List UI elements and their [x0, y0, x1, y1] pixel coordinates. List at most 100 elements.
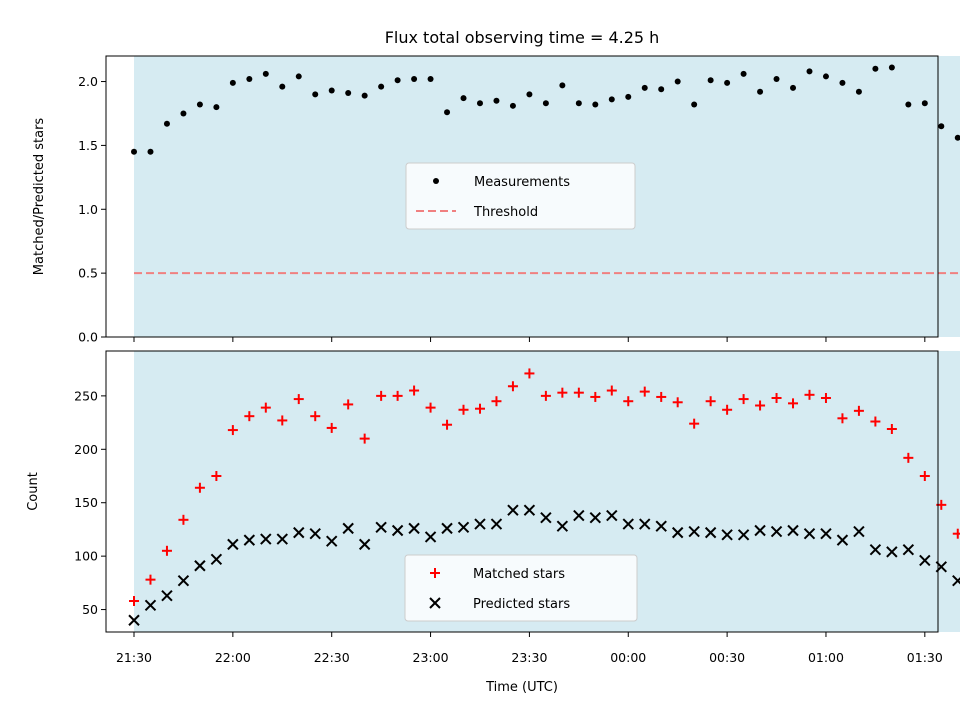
top-subplot: 0.0 0.5 1.0 1.5 2.0 Flux total observing tim…	[32, 28, 960, 345]
predicted-stars-point	[161, 589, 173, 602]
matched-stars-point	[672, 397, 683, 408]
x-stroke	[523, 504, 536, 516]
x-tick-label: 00:30	[709, 650, 745, 665]
bottom-legend: Matched stars Predicted stars	[404, 554, 638, 622]
y-tick-label: 1.0	[78, 202, 98, 217]
predicted-stars-point	[128, 614, 140, 626]
predicted-stars-point	[144, 599, 157, 611]
x-stroke	[309, 527, 321, 540]
matched-stars-point	[227, 425, 238, 436]
x-stroke	[737, 529, 750, 541]
matched-stars-point	[903, 452, 914, 463]
measurement-point	[328, 87, 335, 94]
predicted-stars-point	[902, 544, 915, 556]
measurement-point	[641, 84, 648, 91]
x-stroke	[820, 527, 832, 540]
matched-stars-point	[194, 482, 205, 493]
x-stroke	[573, 509, 585, 522]
x-stroke	[589, 511, 602, 524]
measurement-point	[246, 75, 253, 82]
predicted-stars-point	[556, 520, 569, 532]
y-tick-label: 100	[74, 549, 98, 564]
predicted-stars-point	[342, 522, 354, 535]
predicted-stars-point	[589, 511, 602, 524]
matched-stars-points	[129, 368, 960, 607]
predicted-stars-point	[358, 538, 371, 551]
x-stroke	[177, 575, 190, 587]
measurement-point	[625, 93, 632, 100]
predicted-stars-point	[507, 504, 519, 516]
predicted-stars-point	[754, 524, 766, 537]
measurement-point	[938, 123, 945, 130]
measurement-point	[658, 86, 665, 93]
matched-stars-point	[722, 404, 733, 415]
top-y-ticks: 0.0 0.5 1.0 1.5 2.0	[78, 74, 106, 345]
x-stroke	[490, 518, 503, 530]
matched-stars-point	[540, 390, 551, 401]
predicted-stars-point	[424, 531, 437, 543]
threshold-legend-label: Threshold	[473, 205, 538, 220]
measurement-point	[888, 64, 895, 71]
x-stroke	[326, 535, 338, 547]
matched-stars-point	[178, 514, 189, 525]
predicted-stars-point	[474, 518, 486, 530]
predicted-stars-point	[704, 526, 717, 539]
predicted-stars-point	[391, 524, 404, 537]
measurement-point	[147, 148, 154, 155]
x-stroke	[441, 522, 453, 535]
measurement-point	[724, 79, 731, 86]
x-tick-label: 23:00	[413, 650, 449, 665]
x-stroke	[227, 538, 239, 551]
x-tick-label: 22:30	[314, 650, 350, 665]
predicted-stars-point	[490, 518, 503, 530]
matched-stars-point	[491, 396, 502, 407]
measurement-point	[542, 100, 549, 107]
matched-stars-point	[590, 391, 601, 402]
x-stroke	[952, 577, 960, 587]
measurement-point	[559, 82, 566, 89]
predicted-stars-point	[787, 524, 799, 537]
x-stroke	[770, 525, 783, 538]
matched-stars-point	[524, 368, 535, 379]
measurement-point	[131, 148, 138, 155]
matched-stars-point	[293, 394, 304, 405]
x-axis-label: Time (UTC)	[485, 680, 558, 695]
y-tick-label: 250	[74, 388, 98, 403]
x-stroke	[853, 525, 865, 538]
measurement-point	[394, 77, 401, 84]
matched-stars-point	[211, 471, 222, 482]
predicted-stars-point	[721, 529, 733, 541]
measurement-point	[427, 75, 434, 82]
x-tick-label: 01:30	[907, 650, 943, 665]
y-tick-label: 0.0	[78, 330, 98, 345]
measurement-point	[608, 96, 615, 103]
matched-stars-legend-label: Matched stars	[473, 567, 565, 582]
bottom-plot-frame	[105, 350, 939, 633]
x-stroke	[688, 525, 700, 538]
x-stroke	[342, 522, 354, 535]
predicted-stars-point	[836, 534, 849, 546]
x-stroke	[886, 546, 898, 558]
x-stroke	[671, 526, 684, 539]
x-stroke	[606, 509, 618, 522]
x-stroke	[655, 520, 667, 532]
measurement-point	[196, 101, 203, 108]
x-stroke	[836, 534, 849, 546]
x-stroke	[391, 524, 404, 537]
predicted-stars-point	[655, 520, 667, 532]
matched-stars-legend-marker	[430, 568, 440, 578]
matched-stars-point	[507, 381, 518, 392]
x-stroke	[293, 526, 305, 539]
x-stroke	[243, 534, 256, 546]
x-stroke	[902, 544, 915, 556]
predicted-stars-point	[540, 511, 552, 524]
y-tick-label: 0.5	[78, 266, 98, 281]
predicted-stars-point	[408, 522, 420, 535]
measurement-point	[526, 91, 533, 98]
measurement-point	[262, 70, 269, 77]
measurements-legend-marker	[433, 178, 439, 184]
y-tick-label: 2.0	[78, 74, 98, 89]
matched-stars-point	[623, 396, 634, 407]
matched-stars-point	[442, 419, 453, 430]
x-stroke	[787, 524, 799, 537]
